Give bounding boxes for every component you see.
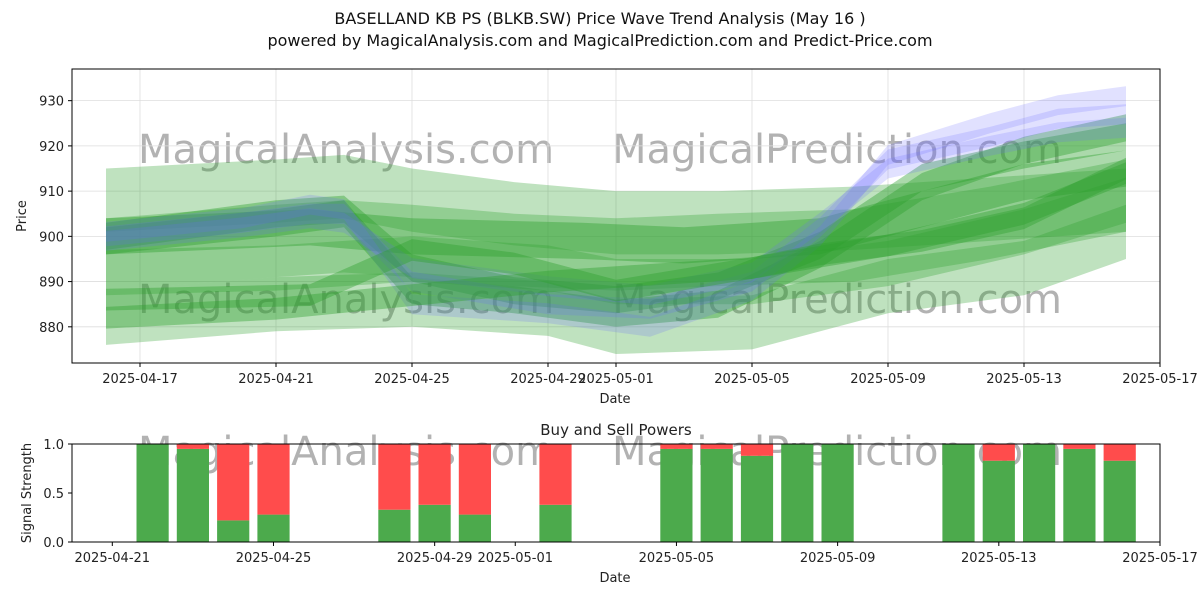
- bottom-axes: 2025-04-21 2025-04-25 2025-04-29 2025-05-01…: [20, 421, 1198, 586]
- x-tick-label: 2025-05-09: [800, 551, 876, 566]
- watermark-text: MagicalPrediction.com: [612, 277, 1062, 323]
- x-tick-label: 2025-05-01: [578, 372, 654, 387]
- watermark-text: MagicalAnalysis.com: [138, 277, 554, 323]
- top-grid: [72, 69, 1161, 363]
- sell-bar: [217, 444, 250, 521]
- x-tick-label: 2025-05-17: [1122, 372, 1198, 387]
- bottom-bars: [136, 444, 1136, 542]
- price-wave-band: [106, 177, 1126, 305]
- price-wave-band: [106, 159, 1126, 291]
- x-tick-label: 2025-05-09: [850, 372, 926, 387]
- top-price-bands: [106, 86, 1126, 354]
- y-tick-label: 0.5: [43, 487, 64, 502]
- sell-bar: [418, 444, 451, 505]
- x-tick-label: 2025-04-29: [397, 551, 473, 566]
- buy-bar: [700, 448, 733, 542]
- sell-bar: [378, 444, 411, 510]
- top-axes: 2025-04-17 2025-04-21 2025-04-25 2025-04-29…: [15, 68, 1198, 407]
- buy-bar: [781, 444, 814, 542]
- price-wave-band: [106, 162, 1126, 329]
- buy-bar: [740, 455, 774, 542]
- price-wave-band: [106, 157, 1126, 311]
- buy-bar: [1063, 448, 1096, 542]
- sell-bar: [1103, 444, 1136, 461]
- x-tick-label: 2025-05-01: [477, 551, 553, 566]
- x-tick-label: 2025-05-13: [986, 372, 1062, 387]
- buy-bar: [458, 514, 491, 542]
- y-tick-label: 0.0: [43, 536, 64, 551]
- sell-bar: [458, 444, 491, 515]
- price-wave-band: [106, 114, 1126, 327]
- watermark-text: MagicalAnalysis.com: [138, 127, 554, 173]
- watermark-text: MagicalPrediction.com: [612, 127, 1062, 173]
- sell-bar: [740, 444, 774, 456]
- x-tick-label: 2025-05-17: [1122, 551, 1198, 566]
- x-tick-label: 2025-04-21: [238, 372, 314, 387]
- y-axis-label: Price: [15, 200, 30, 232]
- sell-bar: [660, 444, 693, 449]
- x-axis-label: Date: [599, 571, 630, 586]
- price-wave-band: [106, 104, 1126, 319]
- x-tick-label: 2025-04-17: [102, 372, 178, 387]
- buy-bar: [136, 444, 169, 542]
- buy-bar: [378, 509, 411, 542]
- y-axis-label: Signal Strength: [20, 443, 35, 543]
- bottom-chart-title: Buy and Sell Powers: [540, 421, 692, 439]
- x-tick-label: 2025-05-05: [639, 551, 715, 566]
- x-tick-label: 2025-05-05: [714, 372, 790, 387]
- buy-bar: [176, 448, 209, 542]
- sell-bar: [982, 444, 1015, 461]
- price-wave-band: [106, 117, 1126, 306]
- buy-bar: [217, 520, 250, 542]
- x-tick-label: 2025-04-25: [236, 551, 312, 566]
- y-tick-label: 1.0: [43, 438, 64, 453]
- buy-bar: [1023, 444, 1056, 542]
- sell-bar: [176, 444, 209, 449]
- x-tick-label: 2025-04-25: [374, 372, 450, 387]
- price-wave-band: [106, 150, 1126, 264]
- chart-title: BASELLAND KB PS (BLKB.SW) Price Wave Tre…: [334, 9, 866, 28]
- price-wave-band: [106, 123, 1126, 314]
- sell-bar: [700, 444, 733, 449]
- y-tick-label: 920: [39, 140, 64, 155]
- price-wave-band: [106, 204, 1126, 354]
- x-tick-label: 2025-04-29: [510, 372, 586, 387]
- y-tick-label: 890: [39, 276, 64, 291]
- x-axis-label: Date: [599, 392, 630, 407]
- sell-bar: [539, 444, 572, 505]
- buy-bar: [660, 448, 693, 542]
- sell-bar: [257, 444, 290, 515]
- top-watermarks: MagicalAnalysis.com MagicalPrediction.com…: [138, 127, 1062, 323]
- y-tick-label: 880: [39, 321, 64, 336]
- price-wave-band: [106, 154, 1126, 255]
- x-tick-label: 2025-05-13: [961, 551, 1037, 566]
- chart-subtitle: powered by MagicalAnalysis.com and Magic…: [267, 31, 933, 50]
- y-tick-label: 930: [39, 95, 64, 110]
- sell-bar: [1063, 444, 1096, 449]
- buy-bar: [942, 444, 975, 542]
- y-tick-label: 910: [39, 185, 64, 200]
- buy-bar: [418, 504, 451, 542]
- buy-bar: [1103, 460, 1136, 542]
- buy-bar: [539, 504, 572, 542]
- buy-bar: [821, 444, 854, 542]
- x-tick-label: 2025-04-21: [75, 551, 151, 566]
- buy-bar: [982, 460, 1015, 542]
- y-tick-label: 900: [39, 230, 64, 245]
- price-wave-band: [106, 86, 1126, 337]
- buy-bar: [257, 514, 290, 542]
